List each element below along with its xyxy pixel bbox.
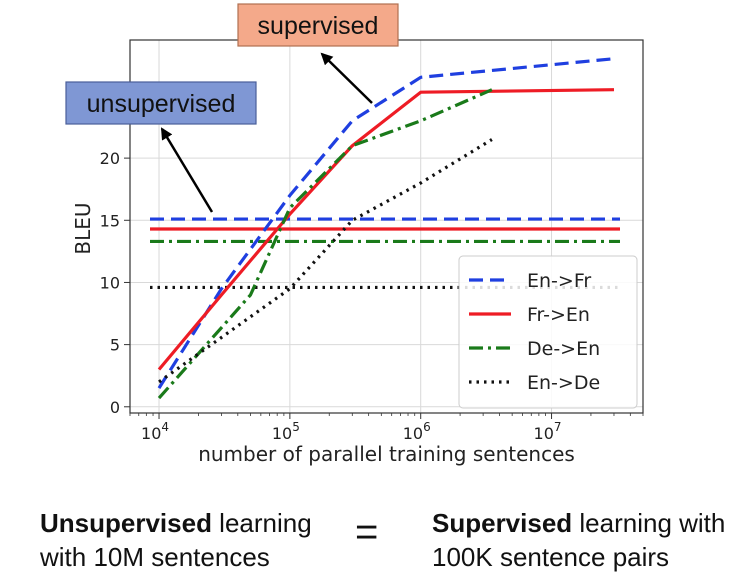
y-ticks: 0 5 10 15 20 <box>100 149 130 417</box>
caption-unsupervised: Unsupervised learning with 10M sentences <box>40 506 312 574</box>
equals-sign: = <box>355 510 379 554</box>
caption-supervised-bold: Supervised <box>432 508 573 538</box>
legend-box <box>458 255 638 409</box>
legend-label: Fr->En <box>527 304 590 326</box>
supervised-series <box>157 57 615 400</box>
caption-supervised-rest: learning with <box>572 508 726 538</box>
x-tick-label: 105 <box>272 420 300 443</box>
callout-arrow <box>160 127 214 213</box>
legend-label: En->Fr <box>527 270 591 292</box>
callout-box <box>237 3 399 47</box>
x-tick-label: 107 <box>534 420 562 443</box>
series-line-deen <box>157 88 493 400</box>
y-tick-label: 5 <box>110 336 120 355</box>
callout-box <box>65 81 257 125</box>
callout-arrow <box>320 52 373 104</box>
caption-unsupervised-rest: learning <box>211 508 312 538</box>
series-line-fren <box>157 88 615 371</box>
y-tick-label: 20 <box>100 149 120 168</box>
legend-label: De->En <box>527 338 600 360</box>
x-axis-label: number of parallel training sentences <box>198 442 575 466</box>
x-tick-label: 106 <box>403 420 431 443</box>
grid <box>130 40 643 413</box>
x-tick-label: 104 <box>141 420 169 443</box>
legend: En->Fr Fr->En De->En En->De <box>458 255 638 409</box>
caption-supervised-line2: 100K sentence pairs <box>432 542 670 572</box>
callout-label: unsupervised <box>87 90 236 118</box>
legend-label: En->De <box>527 372 600 394</box>
caption-unsupervised-line2: with 10M sentences <box>40 542 270 572</box>
callouts: supervised unsupervised <box>65 3 399 213</box>
x-ticks: 104 105 106 107 <box>129 413 644 443</box>
y-tick-label: 15 <box>100 211 120 230</box>
caption-unsupervised-bold: Unsupervised <box>40 508 212 538</box>
y-tick-label: 10 <box>100 273 120 292</box>
callout-label: supervised <box>258 12 379 40</box>
y-axis-label: BLEU <box>71 202 95 254</box>
series-line-ende <box>158 138 493 384</box>
y-tick-label: 0 <box>110 398 120 417</box>
caption-supervised: Supervised learning with 100K sentence p… <box>432 506 725 574</box>
